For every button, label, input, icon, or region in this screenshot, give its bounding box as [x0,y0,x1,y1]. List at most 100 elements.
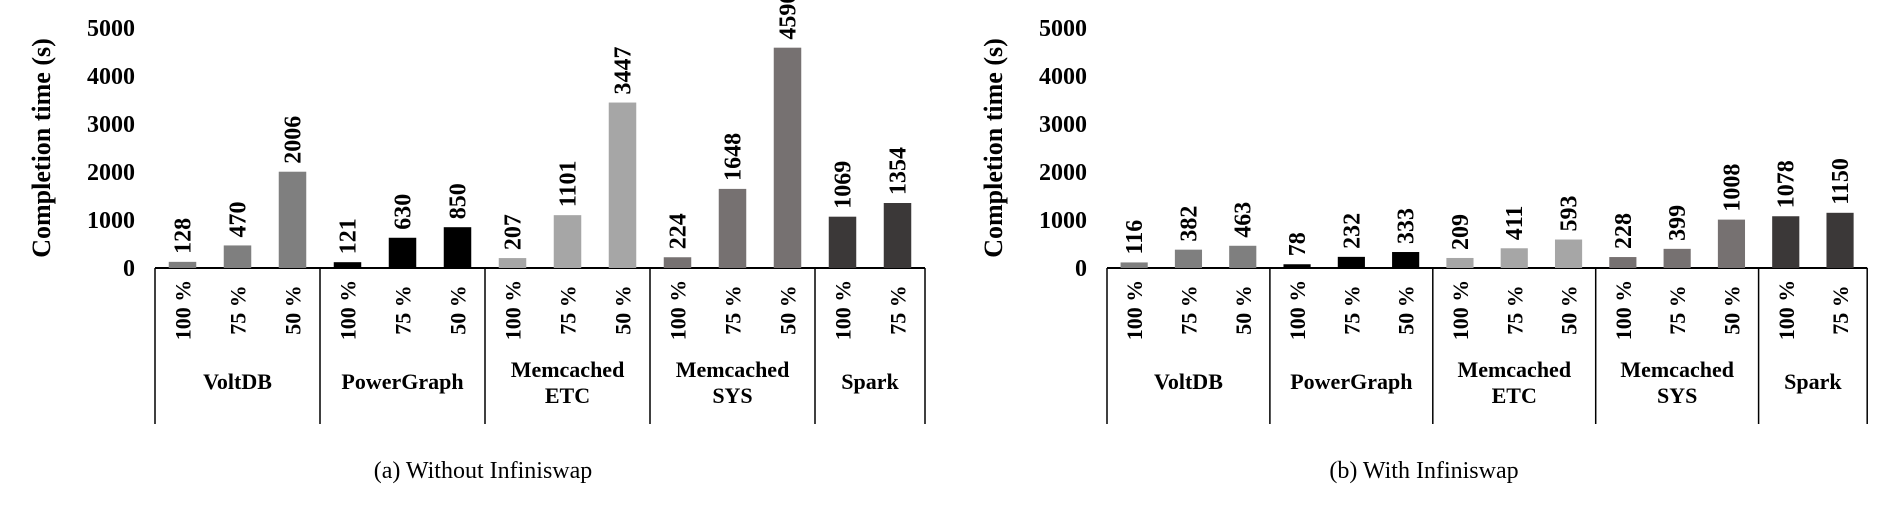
group-label: Spark [841,369,899,394]
x-tick-label: 75 % [886,285,911,335]
chart-caption: (b) With Infiniswap [1329,458,1518,484]
bar-value-label: 470 [226,201,252,237]
group-label: ETC [545,383,590,408]
x-tick-label: 75 % [556,285,581,335]
bar [1392,252,1420,268]
bar-value-label: 78 [1285,232,1311,256]
bar-value-label: 593 [1557,196,1583,232]
bar [553,215,582,268]
bar [608,102,637,268]
group-label: Memcached [511,357,625,382]
bar [773,47,802,269]
bar [883,203,912,268]
x-tick-label: 50 % [776,285,801,335]
y-tick-label: 4000 [1039,64,1087,90]
bar [498,258,527,268]
x-tick-label: 50 % [1394,285,1419,335]
y-tick-label: 3000 [87,112,135,138]
x-tick-label: 100 % [1611,280,1636,341]
group-label: VoltDB [1154,369,1223,394]
x-tick-label: 100 % [1448,280,1473,341]
x-tick-label: 75 % [1828,285,1853,335]
bar [1174,249,1203,268]
bar-value-label: 1008 [1719,164,1745,212]
x-tick-label: 50 % [1719,285,1744,335]
x-tick-label: 50 % [1557,285,1582,335]
bar [1663,248,1691,268]
bar-value-label: 630 [391,194,417,230]
x-tick-label: 100 % [501,280,526,341]
x-tick-label: 75 % [226,285,251,335]
group-label: PowerGraph [1290,369,1412,394]
bar [388,237,417,268]
bar [1554,239,1583,268]
x-tick-label: 75 % [1339,285,1364,335]
bar-value-label: 209 [1448,214,1474,250]
bar-value-label: 128 [171,218,197,254]
bar-value-label: 1069 [831,161,857,209]
group-label: Memcached [1457,357,1571,382]
bar-value-label: 1078 [1774,160,1800,208]
bar [1120,262,1148,268]
group-label: VoltDB [203,369,272,394]
group-label: Spark [1784,369,1842,394]
group-label: SYS [1657,383,1697,408]
bar [1283,264,1311,268]
y-axis-title: Completion time (s) [979,38,1008,258]
bar [278,171,307,268]
y-tick-label: 5000 [1039,16,1087,42]
y-tick-label: 5000 [87,16,135,42]
x-tick-label: 100 % [1122,280,1147,341]
x-tick-label: 50 % [611,285,636,335]
y-tick-label: 2000 [87,160,135,186]
bar [443,227,472,268]
bar-value-label: 228 [1611,213,1637,249]
bar-value-label: 207 [501,214,527,250]
bar [718,188,747,268]
bar-value-label: 1101 [556,160,582,207]
bar-value-label: 3447 [611,47,637,95]
x-tick-label: 75 % [391,285,416,335]
bar-value-label: 4590 [776,0,802,40]
bar-value-label: 224 [666,213,692,249]
bar [1826,212,1854,268]
x-tick-label: 75 % [721,285,746,335]
y-tick-label: 1000 [1039,208,1087,234]
chart-panel-with-infiniswap: Completion time (s) 0 1000 2000 3000 4000 5000… [979,16,1868,484]
y-axis-title: Completion time (s) [27,38,56,258]
y-tick-label: 3000 [1039,112,1087,138]
bar [828,216,857,268]
x-tick-label: 50 % [446,285,471,335]
bar [1446,257,1474,268]
bar-value-label: 121 [336,218,362,254]
group-label: Memcached [676,357,790,382]
x-tick-label: 100 % [831,280,856,341]
bar [1337,256,1365,268]
y-tick-label: 2000 [1039,160,1087,186]
bar-value-label: 382 [1176,206,1202,242]
y-tick-label: 1000 [87,208,135,234]
bar [223,245,252,268]
group-label: PowerGraph [341,369,463,394]
bar-value-label: 1648 [721,133,747,181]
bar [1500,248,1528,268]
y-tick-label: 0 [123,256,135,282]
bar [1717,219,1746,268]
bar-value-label: 2006 [281,116,307,164]
bar [333,262,362,268]
x-tick-label: 100 % [1285,280,1310,341]
x-tick-label: 100 % [336,280,361,341]
bar-value-label: 850 [446,183,472,219]
bar-value-label: 411 [1502,206,1528,241]
bar [1772,216,1800,268]
bar [1609,257,1637,268]
bar-value-label: 1354 [886,147,912,195]
y-tick-label: 0 [1075,256,1087,282]
bar [168,261,197,268]
x-tick-label: 50 % [1231,285,1256,335]
bar-value-label: 399 [1665,205,1691,241]
y-tick-label: 4000 [87,64,135,90]
group-label: ETC [1492,383,1537,408]
bar-value-label: 232 [1339,213,1365,249]
